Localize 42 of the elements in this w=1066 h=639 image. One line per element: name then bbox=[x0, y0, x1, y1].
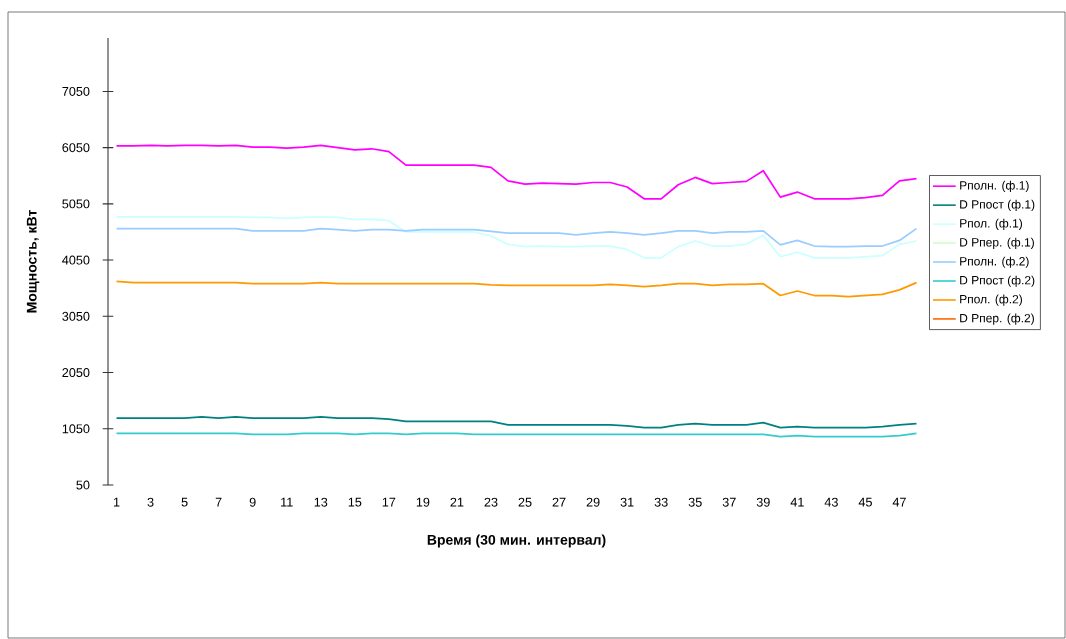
x-tick-label: 7 bbox=[215, 497, 222, 507]
x-tick-label: 15 bbox=[348, 497, 362, 507]
x-tick-label: 37 bbox=[722, 497, 736, 507]
y-tick-label: 1050 bbox=[62, 424, 90, 434]
y-tick-label: 4050 bbox=[62, 255, 90, 265]
legend-label: Рполн. (ф.1) bbox=[960, 180, 1029, 193]
x-tick-label: 19 bbox=[416, 497, 430, 507]
x-tick-label: 41 bbox=[790, 497, 804, 507]
x-tick-label: 11 bbox=[281, 497, 293, 507]
y-tick-label: 3050 bbox=[62, 311, 90, 321]
legend-label: Рпол. (ф.2) bbox=[960, 294, 1023, 306]
x-tick-label: 35 bbox=[688, 497, 702, 507]
x-tick-label: 45 bbox=[858, 497, 872, 507]
x-tick-label: 1 bbox=[113, 497, 120, 507]
x-tick-label: 13 bbox=[314, 497, 328, 507]
x-tick-label: 27 bbox=[552, 497, 566, 507]
x-tick-label: 3 bbox=[147, 497, 154, 507]
legend-label: D Рпер. (ф.1) bbox=[960, 237, 1034, 249]
legend-label: Рпол. (ф.1) bbox=[960, 218, 1023, 230]
x-tick-label: 33 bbox=[654, 497, 668, 507]
y-tick-label: 6050 bbox=[62, 143, 90, 153]
x-tick-label: 43 bbox=[824, 497, 838, 507]
x-tick-label: 5 bbox=[181, 497, 188, 507]
y-tick-label: 50 bbox=[76, 480, 90, 490]
x-tick-label: 39 bbox=[756, 497, 770, 507]
legend-label: D Рпост (ф.1) bbox=[960, 199, 1035, 211]
y-tick-label: 2050 bbox=[62, 368, 90, 378]
x-axis-title: Время (30 мин. интервал) bbox=[427, 534, 606, 548]
y-tick-label: 5050 bbox=[62, 199, 90, 209]
x-tick-label: 21 bbox=[450, 497, 464, 507]
x-tick-label: 17 bbox=[382, 497, 396, 507]
x-tick-label: 23 bbox=[484, 497, 498, 507]
x-tick-label: 9 bbox=[249, 497, 256, 507]
legend-label: D Рпост (ф.2) bbox=[960, 275, 1035, 287]
legend-label: D Рпер. (ф.2) bbox=[960, 313, 1034, 325]
x-tick-label: 47 bbox=[892, 497, 906, 507]
y-tick-label: 7050 bbox=[62, 86, 90, 96]
x-tick-label: 29 bbox=[586, 497, 600, 507]
y-axis-title: Мощность, кВт bbox=[26, 210, 40, 313]
x-tick-label: 25 bbox=[518, 497, 532, 507]
legend-label: Рполн. (ф.2) bbox=[960, 256, 1029, 268]
x-tick-label: 31 bbox=[620, 497, 634, 507]
